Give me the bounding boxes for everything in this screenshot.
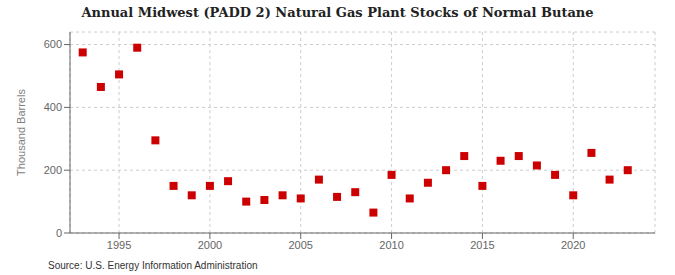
html-text:Source: U.S. Energy Informatio: Source: U.S. Energy Information Administ… [48,260,258,271]
svg-text:600: 600 [44,38,62,50]
svg-text:400: 400 [44,101,62,113]
html-text:Annual Midwest (PADD 2) Natura: Annual Midwest (PADD 2) Natural Gas Plan… [81,5,594,20]
svg-text:2015: 2015 [470,239,494,251]
svg-text:2020: 2020 [561,239,585,251]
svg-text:2010: 2010 [379,239,403,251]
svg-text:2000: 2000 [198,239,222,251]
svg-text:1995: 1995 [107,239,131,251]
svg-text:0: 0 [56,227,62,239]
svg-text:200: 200 [44,164,62,176]
svg-text:Thousand Barrels: Thousand Barrels [15,89,27,176]
svg-text:2005: 2005 [288,239,312,251]
